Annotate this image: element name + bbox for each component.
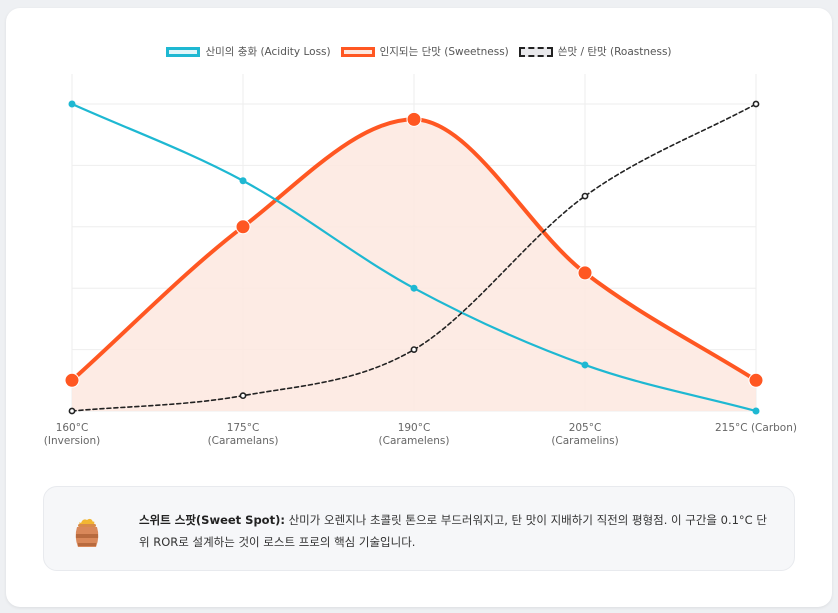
legend-item-roastness[interactable]: 쓴맛 / 탄맛 (Roastness): [518, 44, 672, 59]
chart-legend: 산미의 충화 (Acidity Loss) 인지되는 단맛 (Sweetness…: [0, 44, 838, 59]
legend-item-sweetness[interactable]: 인지되는 단맛 (Sweetness): [340, 44, 509, 59]
x-tick-label-line: (Caramelins): [551, 435, 618, 447]
x-tick-label: 160°C (Inversion): [44, 422, 100, 447]
sweetness-point: [406, 111, 422, 127]
legend-item-acidity[interactable]: 산미의 충화 (Acidity Loss): [166, 44, 331, 59]
x-tick-label: 190°C (Caramelens): [379, 422, 450, 447]
acidity-point: [68, 100, 76, 108]
honey-pot-icon: [75, 518, 99, 547]
line-chart: 160°C (Inversion)175°C (Caramelans)190°C (C…: [44, 74, 797, 447]
sweetness-area-fill: [72, 119, 756, 411]
acidity-point: [581, 361, 589, 369]
x-tick-label-line: 205°C: [569, 422, 602, 434]
x-tick-label: 175°C (Caramelans): [208, 422, 279, 447]
legend-swatch-roastness: [518, 46, 553, 57]
acidity-point: [752, 407, 760, 415]
roastness-point: [410, 346, 418, 353]
x-tick-label-line: (Inversion): [44, 435, 100, 447]
x-tick-label-line: (Caramelens): [379, 435, 450, 447]
sweetness-point: [235, 219, 251, 235]
sweetness-point: [64, 372, 80, 388]
legend-label-acidity: 산미의 충화 (Acidity Loss): [205, 46, 331, 58]
x-tick-label-line: 215°C (Carbon): [715, 422, 797, 434]
acidity-point: [239, 177, 247, 185]
x-tick-label-line: 160°C: [56, 422, 89, 434]
roastness-point: [581, 192, 589, 200]
sweet-spot-description: 산미가 오렌지나 초콜릿 톤으로 부드러워지고, 탄 맛이 지배하기 직전의 평…: [139, 513, 767, 549]
x-tick-label: 205°C (Caramelins): [551, 422, 618, 447]
sweet-spot-text: 스위트 스팟(Sweet Spot): 산미가 오렌지나 초콜릿 톤으로 부드러…: [139, 509, 769, 553]
sweet-spot-callout: 스위트 스팟(Sweet Spot): 산미가 오렌지나 초콜릿 톤으로 부드러…: [43, 486, 795, 571]
legend-swatch-acidity: [166, 46, 201, 57]
sweet-spot-title: 스위트 스팟(Sweet Spot):: [139, 513, 285, 527]
x-tick-label-line: 175°C: [227, 422, 260, 434]
legend-label-roastness: 쓴맛 / 탄맛 (Roastness): [557, 46, 672, 58]
roastness-point: [752, 100, 760, 108]
x-tick-label: 215°C (Carbon): [715, 422, 797, 434]
roastness-point: [68, 407, 76, 415]
legend-swatch-sweetness: [340, 46, 375, 57]
legend-label-sweetness: 인지되는 단맛 (Sweetness): [379, 46, 509, 58]
sweetness-point: [748, 372, 764, 388]
roastness-point: [239, 392, 247, 400]
x-tick-label-line: (Caramelans): [208, 435, 279, 447]
sweetness-point: [577, 265, 593, 281]
acidity-point: [410, 284, 418, 292]
x-tick-label-line: 190°C: [398, 422, 431, 434]
